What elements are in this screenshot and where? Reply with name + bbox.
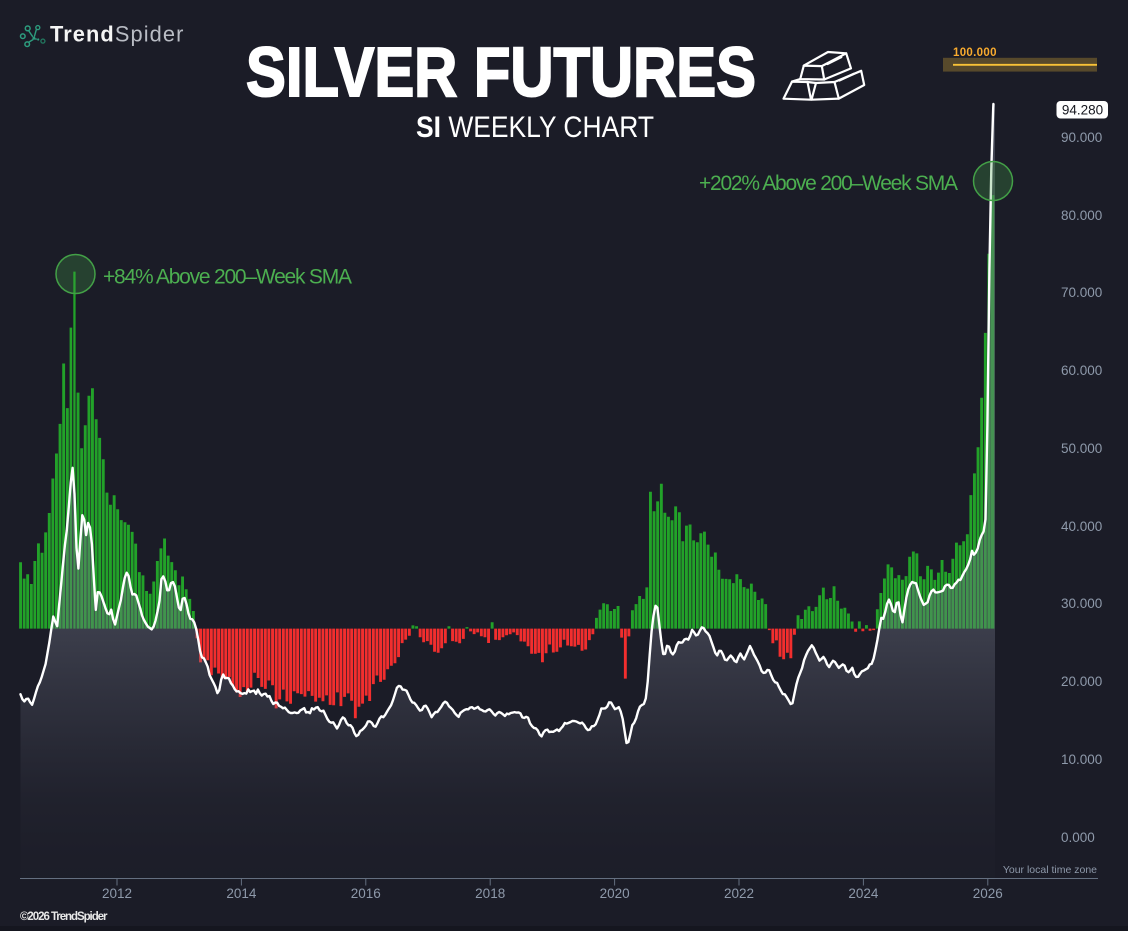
svg-text:SI WEEKLY CHART: SI WEEKLY CHART xyxy=(416,111,654,144)
svg-text:2024: 2024 xyxy=(848,886,879,901)
svg-text:94.280: 94.280 xyxy=(1062,103,1103,118)
svg-text:90.000: 90.000 xyxy=(1061,130,1102,145)
svg-text:2026: 2026 xyxy=(973,886,1003,901)
svg-text:SILVER FUTURES: SILVER FUTURES xyxy=(246,33,756,111)
svg-text:+202% Above 200–Week SMA: +202% Above 200–Week SMA xyxy=(699,172,958,195)
svg-text:20.000: 20.000 xyxy=(1061,674,1102,689)
svg-text:+84% Above 200–Week SMA: +84% Above 200–Week SMA xyxy=(103,266,352,289)
svg-text:2022: 2022 xyxy=(724,886,754,901)
svg-text:40.000: 40.000 xyxy=(1061,519,1102,534)
svg-text:70.000: 70.000 xyxy=(1061,285,1102,300)
svg-text:50.000: 50.000 xyxy=(1061,441,1102,456)
svg-text:10.000: 10.000 xyxy=(1061,752,1102,767)
svg-text:2014: 2014 xyxy=(226,886,257,901)
svg-text:0.000: 0.000 xyxy=(1061,830,1095,845)
svg-text:2018: 2018 xyxy=(475,886,505,901)
svg-text:80.000: 80.000 xyxy=(1061,208,1102,223)
svg-text:2016: 2016 xyxy=(351,886,381,901)
svg-text:©2026 TrendSpider: ©2026 TrendSpider xyxy=(20,911,108,923)
svg-text:TrendSpider: TrendSpider xyxy=(50,22,184,47)
svg-text:2020: 2020 xyxy=(600,886,630,901)
svg-text:Your local time zone: Your local time zone xyxy=(1003,864,1097,876)
svg-text:2012: 2012 xyxy=(102,886,132,901)
svg-text:30.000: 30.000 xyxy=(1061,596,1102,611)
svg-text:60.000: 60.000 xyxy=(1061,363,1102,378)
svg-text:100.000: 100.000 xyxy=(953,47,997,59)
